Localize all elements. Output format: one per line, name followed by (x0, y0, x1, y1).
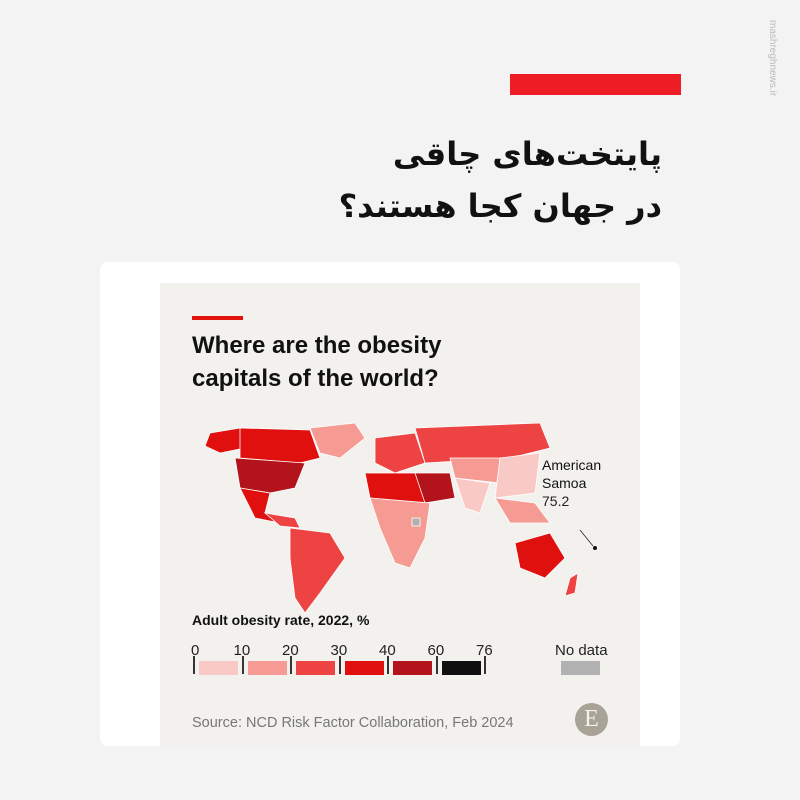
region-east-asia (494, 452, 541, 499)
annotation-label-line2: Samoa (542, 475, 587, 491)
legend-title: Adult obesity rate, 2022, % (192, 612, 370, 628)
chart-accent-line (192, 316, 243, 320)
legend-tick-mark (387, 656, 389, 674)
world-map (204, 422, 597, 614)
watermark-logo: mashreghnews.ir (740, 10, 790, 130)
legend-tick-mark (241, 656, 244, 674)
region-australia (514, 532, 566, 579)
headline-line1: پایتخت‌های چاقی (392, 135, 662, 173)
annotation-leader (579, 529, 594, 547)
no-data-swatch (561, 661, 600, 675)
annotation-value: 75.2 (542, 493, 570, 509)
chart-title-line1: Where are the obesity (192, 332, 442, 359)
legend-swatch (441, 661, 481, 675)
legend-tick-mark (484, 656, 486, 674)
region-new-zealand (564, 572, 579, 597)
watermark-text: mashreghnews.ir (767, 20, 778, 97)
legend-tick-label: 60 (427, 642, 445, 659)
region-europe (374, 432, 426, 474)
no-data-label: No data (555, 642, 608, 659)
region-south-america (289, 527, 346, 614)
chart-title-line2: capitals of the world? (192, 365, 439, 392)
region-usa (234, 457, 306, 494)
legend-swatch (247, 661, 287, 675)
region-central-america (263, 512, 301, 529)
region-russia (414, 422, 551, 464)
region-south-asia (454, 477, 491, 514)
legend-tick-label: 30 (330, 642, 348, 659)
legend-swatch (393, 661, 432, 675)
legend-tick-mark (193, 656, 195, 674)
headline: پایتخت‌های چاقی در جهان کجا هستند؟ (262, 128, 662, 232)
legend-tick-mark (290, 656, 292, 674)
source-note: Source: NCD Risk Factor Collaboration, F… (192, 715, 514, 731)
annotation-american-samoa: American Samoa 75.2 (542, 456, 601, 510)
region-no-data (411, 517, 421, 527)
region-greenland (309, 422, 366, 459)
region-africa (369, 497, 431, 569)
american-samoa-dot (593, 546, 597, 550)
chart-panel: Where are the obesity capitals of the wo… (160, 283, 640, 746)
legend-swatch (199, 661, 238, 675)
legend-tick-label: 0 (191, 642, 200, 659)
region-se-asia (494, 497, 551, 524)
legend-tick-mark (435, 656, 438, 674)
legend-tick-label: 10 (233, 642, 251, 659)
economist-logo: E (575, 703, 608, 736)
legend-tick-mark (338, 656, 341, 674)
legend-swatch (344, 661, 384, 675)
legend-tick-label: 20 (282, 642, 299, 659)
legend-swatch (296, 661, 335, 675)
headline-line2: در جهان کجا هستند؟ (338, 187, 662, 225)
region-canada (239, 427, 321, 464)
legend-tick-label: 76 (476, 642, 493, 659)
region-alaska (204, 427, 246, 454)
annotation-label-line1: American (542, 457, 602, 473)
legend-tick-label: 40 (379, 642, 396, 659)
red-accent-bar (510, 74, 681, 95)
chart-title: Where are the obesity capitals of the wo… (192, 329, 492, 395)
